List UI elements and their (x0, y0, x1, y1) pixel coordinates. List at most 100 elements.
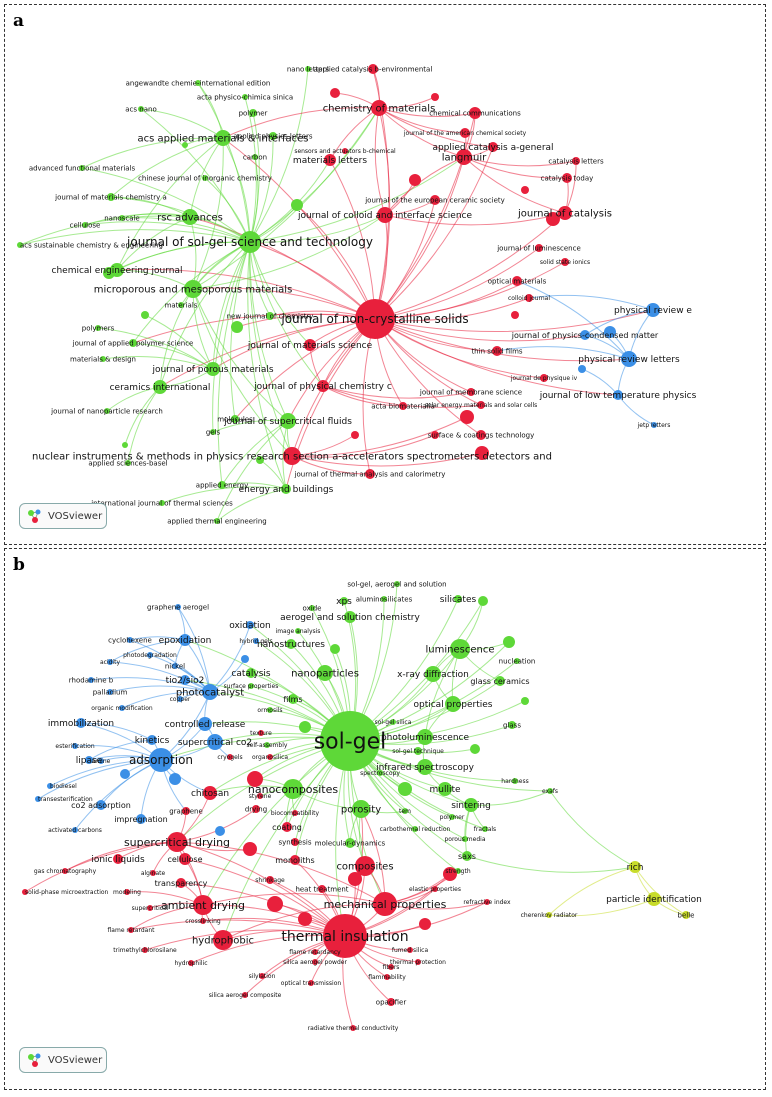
network-node[interactable] (188, 960, 194, 966)
network-node[interactable] (355, 299, 395, 339)
network-node[interactable] (167, 832, 187, 852)
network-node[interactable] (398, 782, 412, 796)
network-node[interactable] (492, 346, 502, 356)
network-node[interactable] (213, 930, 233, 950)
network-node[interactable] (259, 973, 265, 979)
network-node[interactable] (177, 696, 183, 702)
network-node[interactable] (344, 611, 356, 623)
network-node[interactable] (438, 782, 452, 796)
network-node[interactable] (82, 222, 88, 228)
network-node[interactable] (231, 321, 243, 333)
network-node[interactable] (449, 814, 455, 820)
network-node[interactable] (79, 165, 85, 171)
network-node[interactable] (431, 431, 439, 439)
network-node[interactable] (371, 100, 387, 116)
network-node[interactable] (298, 912, 312, 926)
network-node[interactable] (47, 783, 53, 789)
network-node[interactable] (122, 442, 128, 448)
network-node[interactable] (514, 658, 520, 664)
network-node[interactable] (22, 889, 28, 895)
network-node[interactable] (478, 596, 488, 606)
network-node[interactable] (215, 130, 231, 146)
network-node[interactable] (342, 148, 348, 154)
network-node[interactable] (283, 779, 303, 799)
network-node[interactable] (258, 730, 264, 736)
network-node[interactable] (241, 655, 249, 663)
network-node[interactable] (96, 800, 106, 810)
network-node[interactable] (373, 892, 397, 916)
network-node[interactable] (318, 885, 326, 893)
network-node[interactable] (159, 500, 165, 506)
network-node[interactable] (475, 446, 489, 460)
network-node[interactable] (482, 826, 488, 832)
network-node[interactable] (290, 855, 300, 865)
network-node[interactable] (88, 677, 94, 683)
network-node[interactable] (206, 362, 220, 376)
network-node[interactable] (317, 665, 333, 681)
network-node[interactable] (521, 186, 529, 194)
network-node[interactable] (384, 974, 390, 980)
network-node[interactable] (267, 754, 273, 760)
network-node[interactable] (409, 174, 421, 186)
network-node[interactable] (511, 311, 519, 319)
network-node[interactable] (182, 142, 188, 148)
network-node[interactable] (580, 330, 590, 340)
network-node[interactable] (495, 676, 505, 686)
network-node[interactable] (460, 128, 470, 138)
network-node[interactable] (283, 447, 301, 465)
network-node[interactable] (320, 711, 380, 771)
network-node[interactable] (243, 842, 257, 856)
network-node[interactable] (150, 870, 156, 876)
network-node[interactable] (561, 258, 569, 266)
network-node[interactable] (484, 899, 490, 905)
network-node[interactable] (464, 798, 478, 812)
network-node[interactable] (402, 808, 408, 814)
network-node[interactable] (399, 402, 407, 410)
network-node[interactable] (124, 889, 130, 895)
network-node[interactable] (414, 747, 422, 755)
network-node[interactable] (85, 756, 93, 764)
network-node[interactable] (488, 142, 498, 152)
network-node[interactable] (450, 639, 470, 659)
network-node[interactable] (175, 604, 181, 610)
network-node[interactable] (646, 303, 660, 317)
network-node[interactable] (147, 735, 157, 745)
network-node[interactable] (184, 280, 202, 298)
network-node[interactable] (179, 853, 191, 865)
network-node[interactable] (142, 947, 148, 953)
network-node[interactable] (292, 810, 298, 816)
network-node[interactable] (291, 838, 299, 846)
network-node[interactable] (629, 861, 641, 873)
network-node[interactable] (119, 215, 125, 221)
network-node[interactable] (256, 456, 264, 464)
network-node[interactable] (348, 872, 362, 886)
network-node[interactable] (454, 595, 462, 603)
network-node[interactable] (462, 836, 468, 842)
network-node[interactable] (431, 93, 439, 101)
network-node[interactable] (308, 980, 314, 986)
network-node[interactable] (352, 800, 370, 818)
network-node[interactable] (178, 302, 184, 308)
network-node[interactable] (412, 826, 418, 832)
network-node[interactable] (246, 621, 254, 629)
network-node[interactable] (387, 998, 395, 1006)
network-node[interactable] (388, 964, 394, 970)
network-node[interactable] (169, 773, 181, 785)
network-node[interactable] (558, 206, 572, 220)
network-node[interactable] (682, 911, 690, 919)
network-node[interactable] (572, 157, 580, 165)
network-node[interactable] (368, 64, 378, 74)
network-node[interactable] (128, 927, 134, 933)
network-node[interactable] (462, 851, 472, 861)
network-node[interactable] (203, 786, 217, 800)
network-node[interactable] (100, 356, 106, 362)
network-node[interactable] (476, 430, 486, 440)
network-node[interactable] (269, 132, 277, 140)
network-node[interactable] (113, 854, 123, 864)
network-node[interactable] (207, 734, 223, 750)
network-node[interactable] (512, 778, 518, 784)
network-node[interactable] (198, 717, 212, 731)
network-node[interactable] (210, 429, 216, 435)
network-node[interactable] (312, 959, 318, 965)
network-node[interactable] (280, 413, 296, 429)
